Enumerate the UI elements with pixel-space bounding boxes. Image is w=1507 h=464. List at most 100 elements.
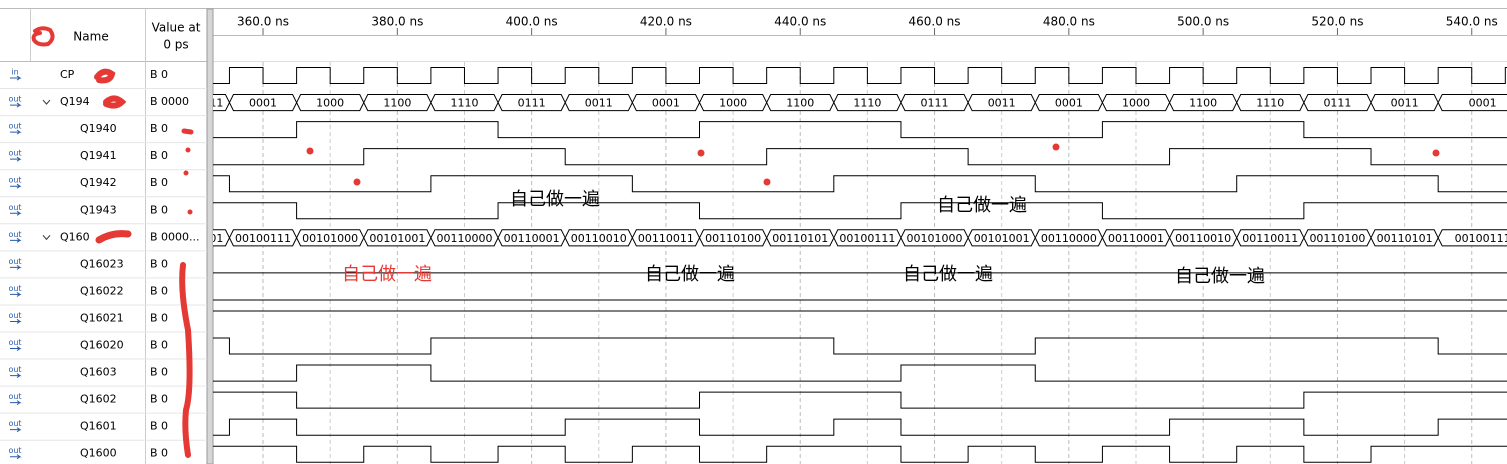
direction-icon: out: [8, 311, 21, 320]
signal-value: B 0: [150, 366, 168, 379]
signal-value: B 0: [150, 284, 168, 297]
time-label: 440.0 ns: [774, 15, 826, 29]
direction-icon: out: [8, 284, 21, 293]
bus-value: 1000: [719, 97, 747, 110]
signal-value: B 0: [150, 122, 168, 135]
splitter[interactable]: [206, 8, 214, 464]
icon-arrow: [10, 264, 22, 270]
bus-value: 1110: [450, 97, 478, 110]
bus-segment: [1437, 94, 1507, 112]
bus-value: 00110001: [504, 232, 560, 245]
bus-value: 00100111: [235, 232, 291, 245]
direction-icon: out: [8, 203, 21, 212]
bus-value: 0111: [518, 97, 546, 110]
signal-name: CP: [60, 68, 75, 81]
direction-icon: out: [8, 338, 21, 347]
time-label: 400.0 ns: [506, 15, 558, 29]
signal-name: Q1940: [80, 122, 117, 135]
signal-value: B 0: [150, 257, 168, 270]
icon-arrow: [10, 183, 22, 189]
signal-name: Q160: [60, 230, 90, 243]
annotation: 自己做一遍: [645, 264, 735, 285]
bus-value: 0011: [585, 97, 613, 110]
bus-value: 00100111: [1455, 232, 1507, 245]
icon-arrow: [10, 129, 22, 135]
bus-value: 00110000: [436, 232, 492, 245]
bus-value: 00110101: [167, 232, 223, 245]
bus-value: 0001: [652, 97, 680, 110]
time-label: 480.0 ns: [1043, 15, 1095, 29]
bus-value: 00101001: [369, 232, 425, 245]
bus-value: 00110011: [1242, 232, 1298, 245]
icon-arrow: [10, 156, 22, 162]
direction-icon: out: [8, 149, 21, 158]
bus-value: 1110: [853, 97, 881, 110]
signal-name: Q1600: [80, 447, 117, 460]
direction-icon: out: [8, 365, 21, 374]
direction-icon: out: [8, 392, 21, 401]
direction-icon: out: [8, 176, 21, 185]
icon-arrow: [10, 427, 22, 433]
signal-name: Q16021: [80, 311, 124, 324]
bus-value: 1110: [1256, 97, 1284, 110]
time-label: 460.0 ns: [909, 15, 961, 29]
signal-name: Q1943: [80, 203, 117, 216]
bit-wave: [213, 418, 1507, 436]
icon-arrow: [10, 292, 22, 297]
signal-value: B 0: [150, 176, 168, 189]
value-header: 0 ps: [163, 38, 188, 52]
signal-value: B 0: [150, 447, 168, 460]
bus-value: 0011: [988, 97, 1016, 110]
expand-toggle[interactable]: [42, 234, 51, 241]
annotation: 自己做一遍: [903, 264, 993, 285]
expand-toggle[interactable]: [42, 99, 51, 105]
bus-value: 0011: [195, 97, 223, 110]
direction-icon: out: [8, 230, 21, 239]
signal-value: B 0000...: [150, 230, 200, 243]
direction-icon: out: [8, 95, 21, 104]
signal-name: Q194: [60, 95, 90, 108]
bus-value: 00110101: [1377, 232, 1433, 245]
annotation: 自己做一遍: [1175, 266, 1265, 287]
icon-arrow: [10, 102, 22, 108]
bus-value: 0001: [1469, 97, 1497, 110]
direction-icon: out: [8, 257, 21, 266]
signal-value: B 0: [150, 203, 168, 216]
direction-icon: out: [8, 122, 21, 131]
signal-name: Q1603: [80, 366, 117, 379]
icon-arrow: [10, 319, 22, 324]
signal-name: Q1942: [80, 176, 117, 189]
bit-wave: [213, 445, 1507, 463]
icon-arrow: [10, 346, 22, 351]
signal-name: Q1602: [80, 393, 117, 406]
bus-value: 00101000: [302, 232, 358, 245]
annotation: 自己做一遍: [937, 195, 1027, 216]
bus-value: 1100: [786, 97, 814, 110]
bit-wave: [213, 364, 1507, 382]
bus-value: 0011: [1391, 97, 1419, 110]
signal-value: B 0: [150, 339, 168, 352]
bus-segment: [1437, 229, 1507, 247]
signal-name: Q1601: [80, 420, 117, 433]
bit-wave: [213, 175, 1507, 193]
bus-value: 0001: [1055, 97, 1083, 110]
signal-value: B 0: [150, 420, 168, 433]
icon-arrow: [10, 210, 22, 216]
time-label: 380.0 ns: [371, 15, 423, 29]
signal-value: B 0: [150, 311, 168, 324]
bus-value: 1000: [316, 97, 344, 110]
direction-icon: in: [11, 68, 18, 77]
time-label: 420.0 ns: [640, 15, 692, 29]
bus-value: 00110100: [705, 232, 761, 245]
bus-value: 00110101: [772, 232, 828, 245]
icon-arrow: [10, 75, 22, 81]
signal-value: B 0: [150, 149, 168, 162]
annotation: 自己做一遍: [510, 189, 600, 210]
bus-value: 00110010: [571, 232, 627, 245]
bit-wave: [213, 337, 1507, 355]
direction-icon: out: [8, 446, 21, 455]
time-label: 500.0 ns: [1177, 15, 1229, 29]
time-label: 520.0 ns: [1311, 15, 1363, 29]
bit-wave: [213, 121, 1507, 139]
